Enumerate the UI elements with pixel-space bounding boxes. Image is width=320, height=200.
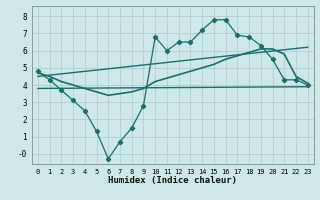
X-axis label: Humidex (Indice chaleur): Humidex (Indice chaleur) xyxy=(108,176,237,185)
